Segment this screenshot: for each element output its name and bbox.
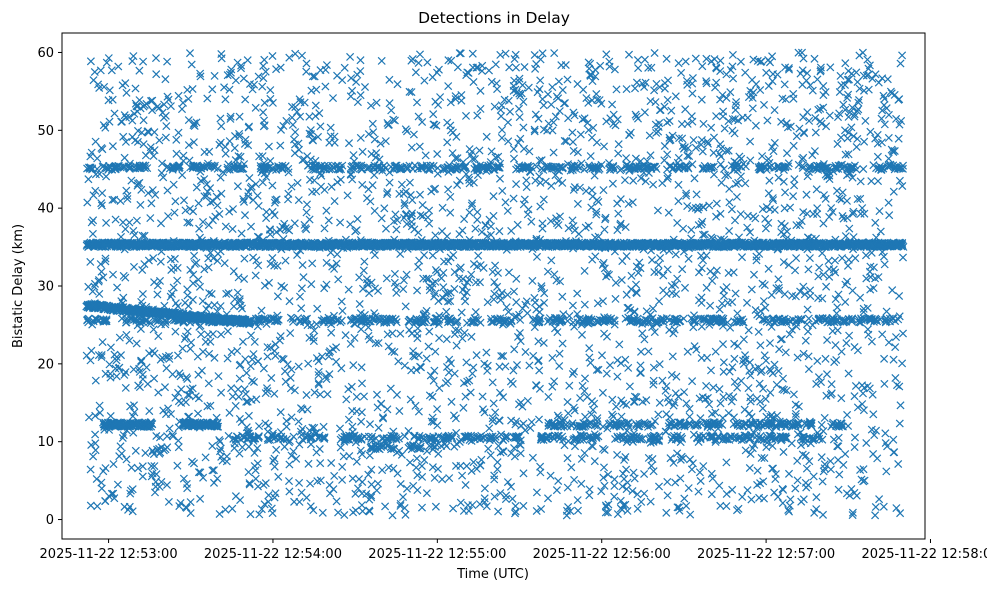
- data-points: [82, 48, 908, 520]
- chart-title: Detections in Delay: [418, 9, 570, 27]
